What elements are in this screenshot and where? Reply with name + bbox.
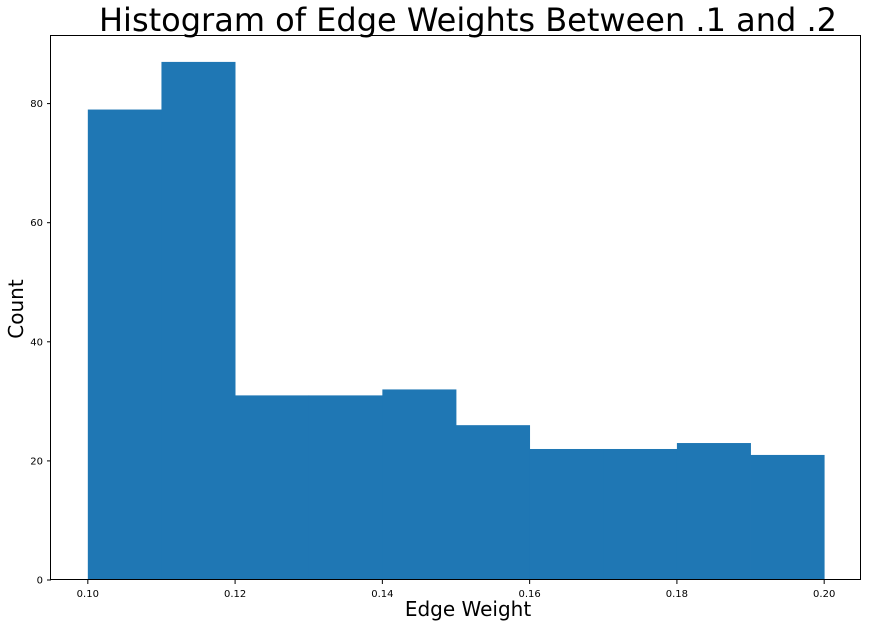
x-axis-ticks: 0.10 0.12 0.14 0.16 0.18 0.20 (77, 580, 835, 600)
histogram-bar-3 (235, 395, 310, 580)
histogram-bar-5 (382, 389, 457, 580)
histogram-bar-10 (750, 454, 825, 580)
histogram-bar-4 (308, 395, 383, 580)
y-axis-ticks: 0 20 40 60 80 (30, 99, 51, 587)
histogram-bar-1 (87, 109, 162, 580)
x-tick-label: 0.16 (519, 589, 541, 600)
x-tick-label: 0.12 (224, 589, 246, 600)
x-axis-label: Edge Weight (405, 597, 532, 621)
x-tick-label: 0.10 (77, 589, 99, 600)
histogram-bar-9 (676, 443, 751, 580)
histogram-bar-6 (456, 425, 531, 580)
y-tick-label: 60 (30, 218, 43, 229)
histogram-bar-7 (529, 448, 604, 580)
y-tick-label: 20 (30, 456, 43, 467)
plot-frame (50, 35, 861, 580)
bars-group (87, 61, 825, 580)
y-axis-label: Count (4, 279, 28, 339)
y-tick-label: 40 (30, 337, 43, 348)
x-tick-label: 0.20 (813, 589, 835, 600)
x-tick-label: 0.18 (666, 589, 688, 600)
y-tick-label: 0 (37, 576, 43, 587)
histogram-bar-2 (161, 61, 236, 580)
histogram-bar-8 (603, 448, 678, 580)
y-tick-label: 80 (30, 99, 43, 110)
chart-title: Histogram of Edge Weights Between .1 and… (99, 1, 837, 39)
x-tick-label: 0.14 (371, 589, 393, 600)
